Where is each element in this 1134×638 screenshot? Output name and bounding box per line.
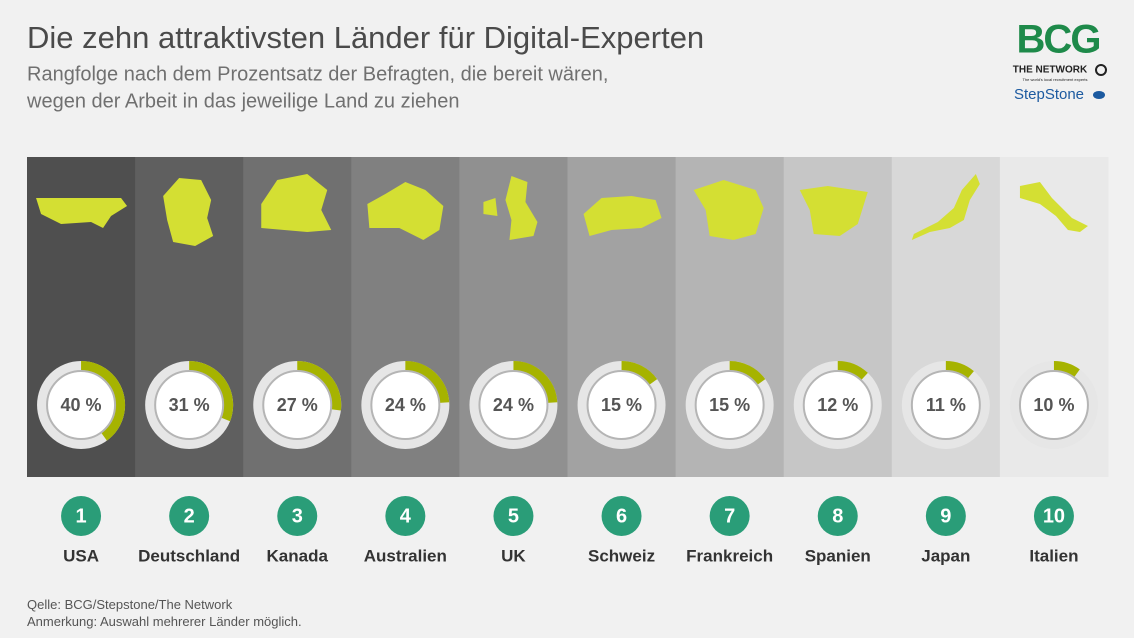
logo-icon <box>1093 91 1105 99</box>
subtitle: wegen der Arbeit in das jeweilige Land z… <box>26 90 460 112</box>
rank-label: 3 <box>292 505 303 527</box>
rank-label: 7 <box>724 505 735 527</box>
rank-badge <box>61 496 102 536</box>
source: Qelle: BCG/Stepstone/The Network <box>27 597 233 612</box>
donut-arc <box>513 361 558 404</box>
logo-icon <box>1095 64 1107 76</box>
rank-label: 8 <box>832 505 843 527</box>
value-label: 24 % <box>493 395 534 415</box>
category-label: Schweiz <box>588 546 655 565</box>
country-map <box>163 178 214 246</box>
country-map <box>583 196 662 236</box>
donut-center <box>1018 370 1089 440</box>
rank-badge <box>709 496 750 536</box>
subtitle: Rangfolge nach dem Prozentsatz der Befra… <box>27 63 608 85</box>
rank-label: 10 <box>1043 505 1065 527</box>
value-label: 12 % <box>817 395 858 415</box>
category-label: Australien <box>364 546 447 565</box>
donut-center <box>262 370 333 440</box>
donut-arc <box>296 361 342 411</box>
country-map <box>367 182 444 240</box>
rank-badge <box>169 496 210 536</box>
country-map <box>1019 182 1088 232</box>
source-label: Qelle: <box>27 597 61 612</box>
donut-center <box>586 370 657 440</box>
category-label: Japan <box>921 546 970 565</box>
rank-label: 2 <box>184 505 195 527</box>
category-label: Kanada <box>267 546 329 565</box>
category-label: USA <box>63 546 99 565</box>
country-map <box>799 186 868 236</box>
value-label: 15 % <box>601 395 642 415</box>
country-map <box>483 176 538 240</box>
value-label: 10 % <box>1033 395 1074 415</box>
note: Anmerkung: Auswahl mehrerer Länder mögli… <box>27 614 302 629</box>
value-label: 24 % <box>385 395 426 415</box>
rank-badge <box>385 496 426 536</box>
source-text: BCG/Stepstone/The Network <box>65 597 233 612</box>
donut-center <box>370 370 441 440</box>
logo-partner: StepStone <box>1014 86 1084 103</box>
logo-tagline: The world's local recruitment experts <box>1022 77 1087 82</box>
donut-arc <box>405 361 450 404</box>
rank-label: 9 <box>940 505 951 527</box>
value-label: 31 % <box>169 395 210 415</box>
rank-badge <box>925 496 966 536</box>
donut-arc <box>1053 361 1080 378</box>
category-label: Deutschland <box>138 546 240 565</box>
rank-label: 1 <box>75 505 86 527</box>
donut-center <box>694 370 765 440</box>
donut-arc <box>188 361 234 422</box>
logo-brand: BCG <box>1017 18 1100 62</box>
value-label: 40 % <box>61 395 102 415</box>
rank-label: 6 <box>616 505 627 527</box>
rank-badge <box>817 496 858 536</box>
rank-badge <box>1033 496 1074 536</box>
donut-center <box>154 370 225 440</box>
rank-badge <box>601 496 642 536</box>
note-label: Anmerkung: <box>27 614 97 629</box>
donut-arc <box>945 361 974 379</box>
value-label: 11 % <box>926 395 966 415</box>
rank-badge <box>493 496 534 536</box>
donut-arc <box>621 361 658 386</box>
country-map <box>693 180 764 240</box>
donut-arc <box>837 361 868 381</box>
rank-label: 4 <box>400 505 412 527</box>
logo-network: THE NETWORK <box>1013 65 1088 76</box>
rank-badge <box>277 496 318 536</box>
country-map <box>911 174 980 240</box>
donut-arc <box>80 361 126 441</box>
donut-center <box>802 370 873 440</box>
value-label: 27 % <box>277 395 318 415</box>
donut-arc <box>729 361 766 386</box>
rank-label: 5 <box>508 505 519 527</box>
country-map <box>261 174 332 232</box>
country-map <box>36 198 128 228</box>
category-label: Italien <box>1029 546 1078 565</box>
category-label: UK <box>501 546 526 565</box>
donut-center <box>910 370 981 440</box>
category-label: Spanien <box>805 546 871 565</box>
category-label: Frankreich <box>686 546 773 565</box>
donut-center <box>478 370 549 440</box>
chart-title: Die zehn attraktivsten Länder für Digita… <box>27 20 704 55</box>
donut-center <box>46 370 117 440</box>
value-label: 15 % <box>709 395 750 415</box>
note-text: Auswahl mehrerer Länder möglich. <box>100 614 302 629</box>
